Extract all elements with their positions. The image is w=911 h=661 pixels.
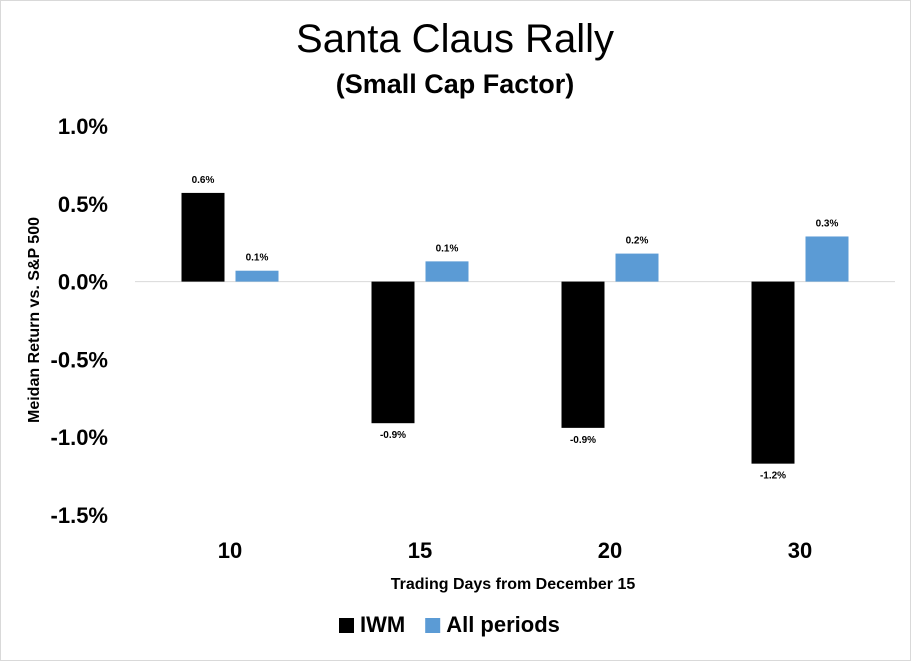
legend-label: All periods bbox=[446, 612, 560, 637]
data-label: -0.9% bbox=[380, 430, 406, 441]
x-axis-ticks: 10 15 20 30 bbox=[218, 538, 812, 563]
y-axis-ticks: 1.0% 0.5% 0.0% -0.5% -1.0% -1.5% bbox=[51, 114, 108, 528]
data-label: 0.6% bbox=[192, 175, 215, 186]
legend: IWM All periods bbox=[339, 612, 560, 637]
y-tick-label: -1.0% bbox=[51, 425, 108, 450]
data-label: 0.3% bbox=[816, 218, 839, 229]
chart-title: Santa Claus Rally bbox=[296, 17, 614, 61]
data-label: 0.1% bbox=[436, 243, 459, 254]
y-axis-label: Meidan Return vs. S&P 500 bbox=[26, 217, 43, 423]
y-tick-label: -0.5% bbox=[51, 347, 108, 372]
x-tick-label: 30 bbox=[788, 538, 812, 563]
legend-label: IWM bbox=[360, 612, 405, 637]
bars-group: 0.6% 0.1% -0.9% 0.1% -0.9% 0.2% -1.2% 0.3% bbox=[181, 175, 849, 482]
y-tick-label: 0.0% bbox=[58, 270, 108, 295]
x-tick-label: 20 bbox=[598, 538, 622, 563]
bar bbox=[561, 281, 605, 428]
bar bbox=[371, 281, 415, 424]
data-label: 0.1% bbox=[246, 253, 269, 264]
y-tick-label: 1.0% bbox=[58, 114, 108, 139]
bar bbox=[425, 261, 469, 282]
x-axis-label: Trading Days from December 15 bbox=[391, 576, 636, 593]
bar bbox=[181, 192, 225, 282]
data-label: -1.2% bbox=[760, 471, 786, 482]
legend-swatch bbox=[425, 618, 441, 633]
y-tick-label: -1.5% bbox=[51, 503, 108, 528]
data-label: -0.9% bbox=[570, 435, 596, 446]
data-label: 0.2% bbox=[626, 236, 649, 247]
y-tick-label: 0.5% bbox=[58, 192, 108, 217]
legend-swatch bbox=[339, 618, 354, 633]
bar bbox=[615, 253, 659, 282]
bar bbox=[235, 270, 279, 282]
x-tick-label: 10 bbox=[218, 538, 242, 563]
chart-subtitle: (Small Cap Factor) bbox=[336, 69, 575, 99]
bar bbox=[751, 281, 795, 464]
bar bbox=[805, 236, 849, 282]
x-tick-label: 15 bbox=[408, 538, 432, 563]
